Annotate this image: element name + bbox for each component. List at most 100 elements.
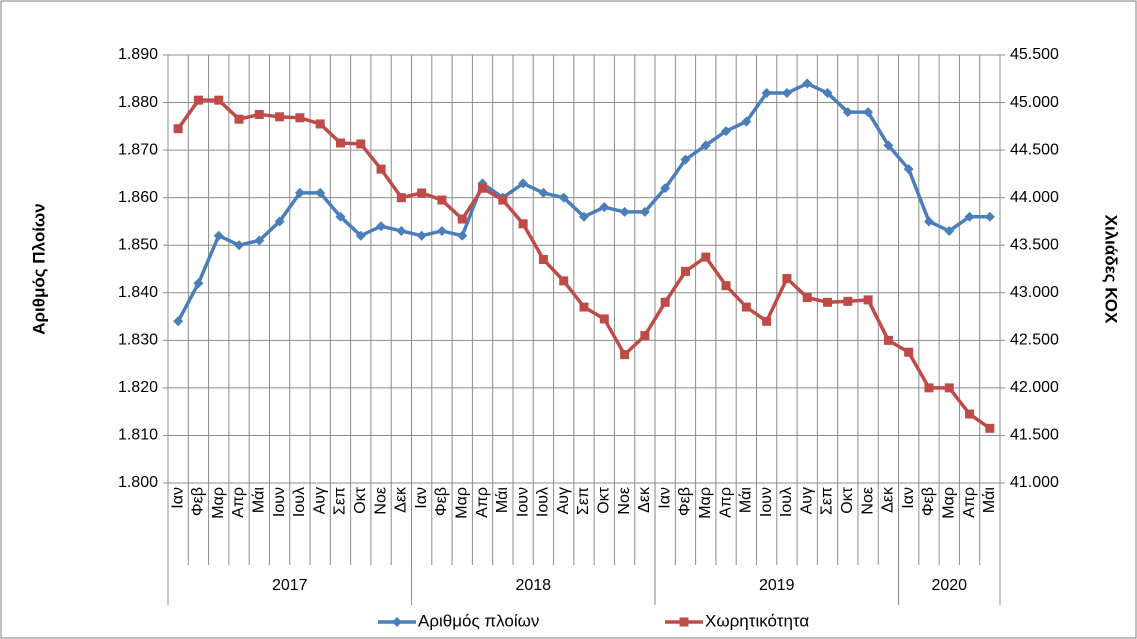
data-point: [416, 230, 427, 241]
data-point: [964, 211, 975, 222]
y-tick-label: 1.850: [118, 236, 158, 253]
data-point: [498, 195, 508, 205]
data-point: [559, 276, 569, 286]
data-point: [924, 383, 934, 393]
x-tick-label: Φεβ: [920, 487, 937, 516]
data-point: [275, 112, 285, 122]
data-point: [802, 78, 813, 89]
x-tick-label: Αυγ: [311, 487, 328, 514]
data-point: [335, 138, 345, 148]
x-tick-label: Φεβ: [433, 487, 450, 516]
x-tick-label: Φεβ: [677, 487, 694, 516]
data-point: [518, 178, 529, 189]
data-point: [863, 107, 874, 118]
data-point: [944, 383, 954, 393]
y-tick-label: 1.870: [118, 141, 158, 158]
data-point: [923, 216, 934, 227]
data-point: [356, 139, 366, 149]
legend-label: Χωρητικότητα: [705, 611, 809, 630]
data-point: [558, 192, 569, 203]
y2-tick-label: 45.500: [1010, 46, 1059, 63]
data-point: [700, 140, 711, 151]
y-tick-label: 1.840: [118, 284, 158, 301]
x-tick-label: Ιουλ: [778, 487, 795, 517]
data-point: [701, 252, 711, 262]
data-point: [762, 316, 772, 326]
data-point: [234, 240, 245, 251]
data-point: [863, 295, 873, 305]
data-point: [944, 225, 955, 236]
y-tick-label: 1.830: [118, 332, 158, 349]
data-point: [761, 88, 772, 99]
data-point: [782, 274, 792, 284]
x-tick-label: Σεπ: [575, 487, 592, 515]
x-tick-label: Απρ: [961, 487, 978, 518]
year-label: 2018: [515, 577, 551, 594]
data-point: [640, 331, 650, 341]
data-point: [457, 230, 468, 241]
data-point: [822, 88, 833, 99]
data-point: [417, 188, 427, 198]
data-point: [802, 293, 812, 303]
data-point: [660, 183, 671, 194]
data-point: [254, 235, 265, 246]
x-tick-label: Οκτ: [839, 486, 856, 513]
data-point: [781, 88, 792, 99]
x-tick-label: Μαρ: [210, 487, 227, 519]
x-tick-label: Απρ: [717, 487, 734, 518]
y2-tick-label: 45.000: [1010, 94, 1059, 111]
data-point: [173, 124, 183, 134]
x-tick-label: Μάι: [981, 487, 998, 514]
x-tick-label: Μαρ: [453, 487, 470, 519]
data-point: [680, 266, 690, 276]
data-point: [741, 116, 752, 127]
data-point: [518, 219, 528, 229]
x-tick-label: Ιαν: [900, 487, 917, 509]
data-point: [660, 297, 670, 307]
x-tick-label: Ιουν: [514, 487, 531, 517]
x-tick-label: Ιουλ: [291, 487, 308, 517]
legend-label: Αριθμός πλοίων: [418, 611, 539, 630]
data-point: [965, 409, 975, 419]
x-tick-label: Δεκ: [393, 486, 410, 513]
data-point: [457, 214, 467, 224]
year-label: 2017: [272, 577, 308, 594]
x-tick-label: Ιουν: [758, 487, 775, 517]
x-tick-label: Φεβ: [190, 487, 207, 516]
data-point: [619, 206, 630, 217]
x-tick-label: Δεκ: [880, 486, 897, 513]
x-tick-label: Μαρ: [697, 487, 714, 519]
data-point: [883, 335, 893, 345]
data-point: [984, 211, 995, 222]
data-point: [478, 183, 488, 193]
y-tick-label: 1.860: [118, 189, 158, 206]
y2-tick-label: 41.000: [1010, 474, 1059, 491]
x-tick-label: Αυγ: [555, 487, 572, 514]
x-tick-label: Απρ: [230, 487, 247, 518]
x-tick-label: Μαρ: [940, 487, 957, 519]
data-point: [903, 164, 914, 175]
y2-tick-label: 44.000: [1010, 189, 1059, 206]
y-tick-label: 1.820: [118, 379, 158, 396]
x-tick-label: Οκτ: [596, 486, 613, 513]
data-point: [193, 278, 204, 289]
y-tick-label: 1.810: [118, 427, 158, 444]
data-point: [315, 187, 326, 198]
data-point: [741, 302, 751, 312]
data-point: [294, 187, 305, 198]
y2-tick-label: 42.000: [1010, 379, 1059, 396]
x-tick-label: Νοε: [372, 487, 389, 515]
data-point: [579, 211, 589, 222]
y-tick-label: 1.890: [118, 46, 158, 63]
data-point: [985, 423, 995, 433]
data-point: [823, 297, 833, 307]
data-point: [680, 154, 691, 165]
data-point: [315, 119, 325, 129]
y2-tick-label: 42.500: [1010, 332, 1059, 349]
y2-tick-label: 43.500: [1010, 236, 1059, 253]
data-point: [335, 211, 346, 222]
x-tick-label: Νοε: [616, 487, 633, 515]
x-tick-label: Δεκ: [636, 486, 653, 513]
